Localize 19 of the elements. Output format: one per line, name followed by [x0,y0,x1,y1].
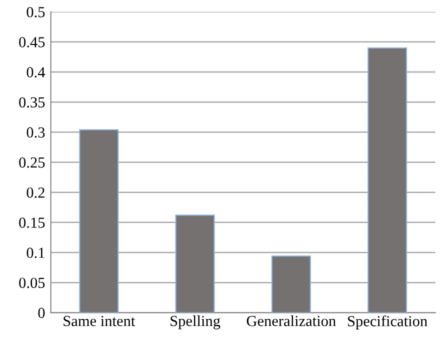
bar [368,47,408,313]
x-tick-label: Generalization [246,315,336,326]
y-tick-label: 0.1 [26,248,44,258]
y-tick-label: 0.25 [19,157,45,168]
y-tick-label: 0.45 [19,37,45,48]
bar [175,214,215,313]
x-tick-label: Spelling [170,315,220,330]
y-tick-label: 0.3 [26,127,45,138]
y-tick-label: 0.2 [26,187,44,198]
x-tick-label: Specification [348,315,428,330]
y-tick-label: 0.35 [19,97,45,108]
bar [271,256,311,313]
bar [79,129,119,313]
y-tick-label: 0.15 [19,218,45,228]
x-tick-label: Same intent [64,316,136,326]
y-tick-label: 0.5 [26,6,45,18]
y-tick-label: 0.05 [19,278,45,288]
y-tick-label: 0 [38,308,45,318]
y-tick-label: 0.4 [26,67,46,78]
